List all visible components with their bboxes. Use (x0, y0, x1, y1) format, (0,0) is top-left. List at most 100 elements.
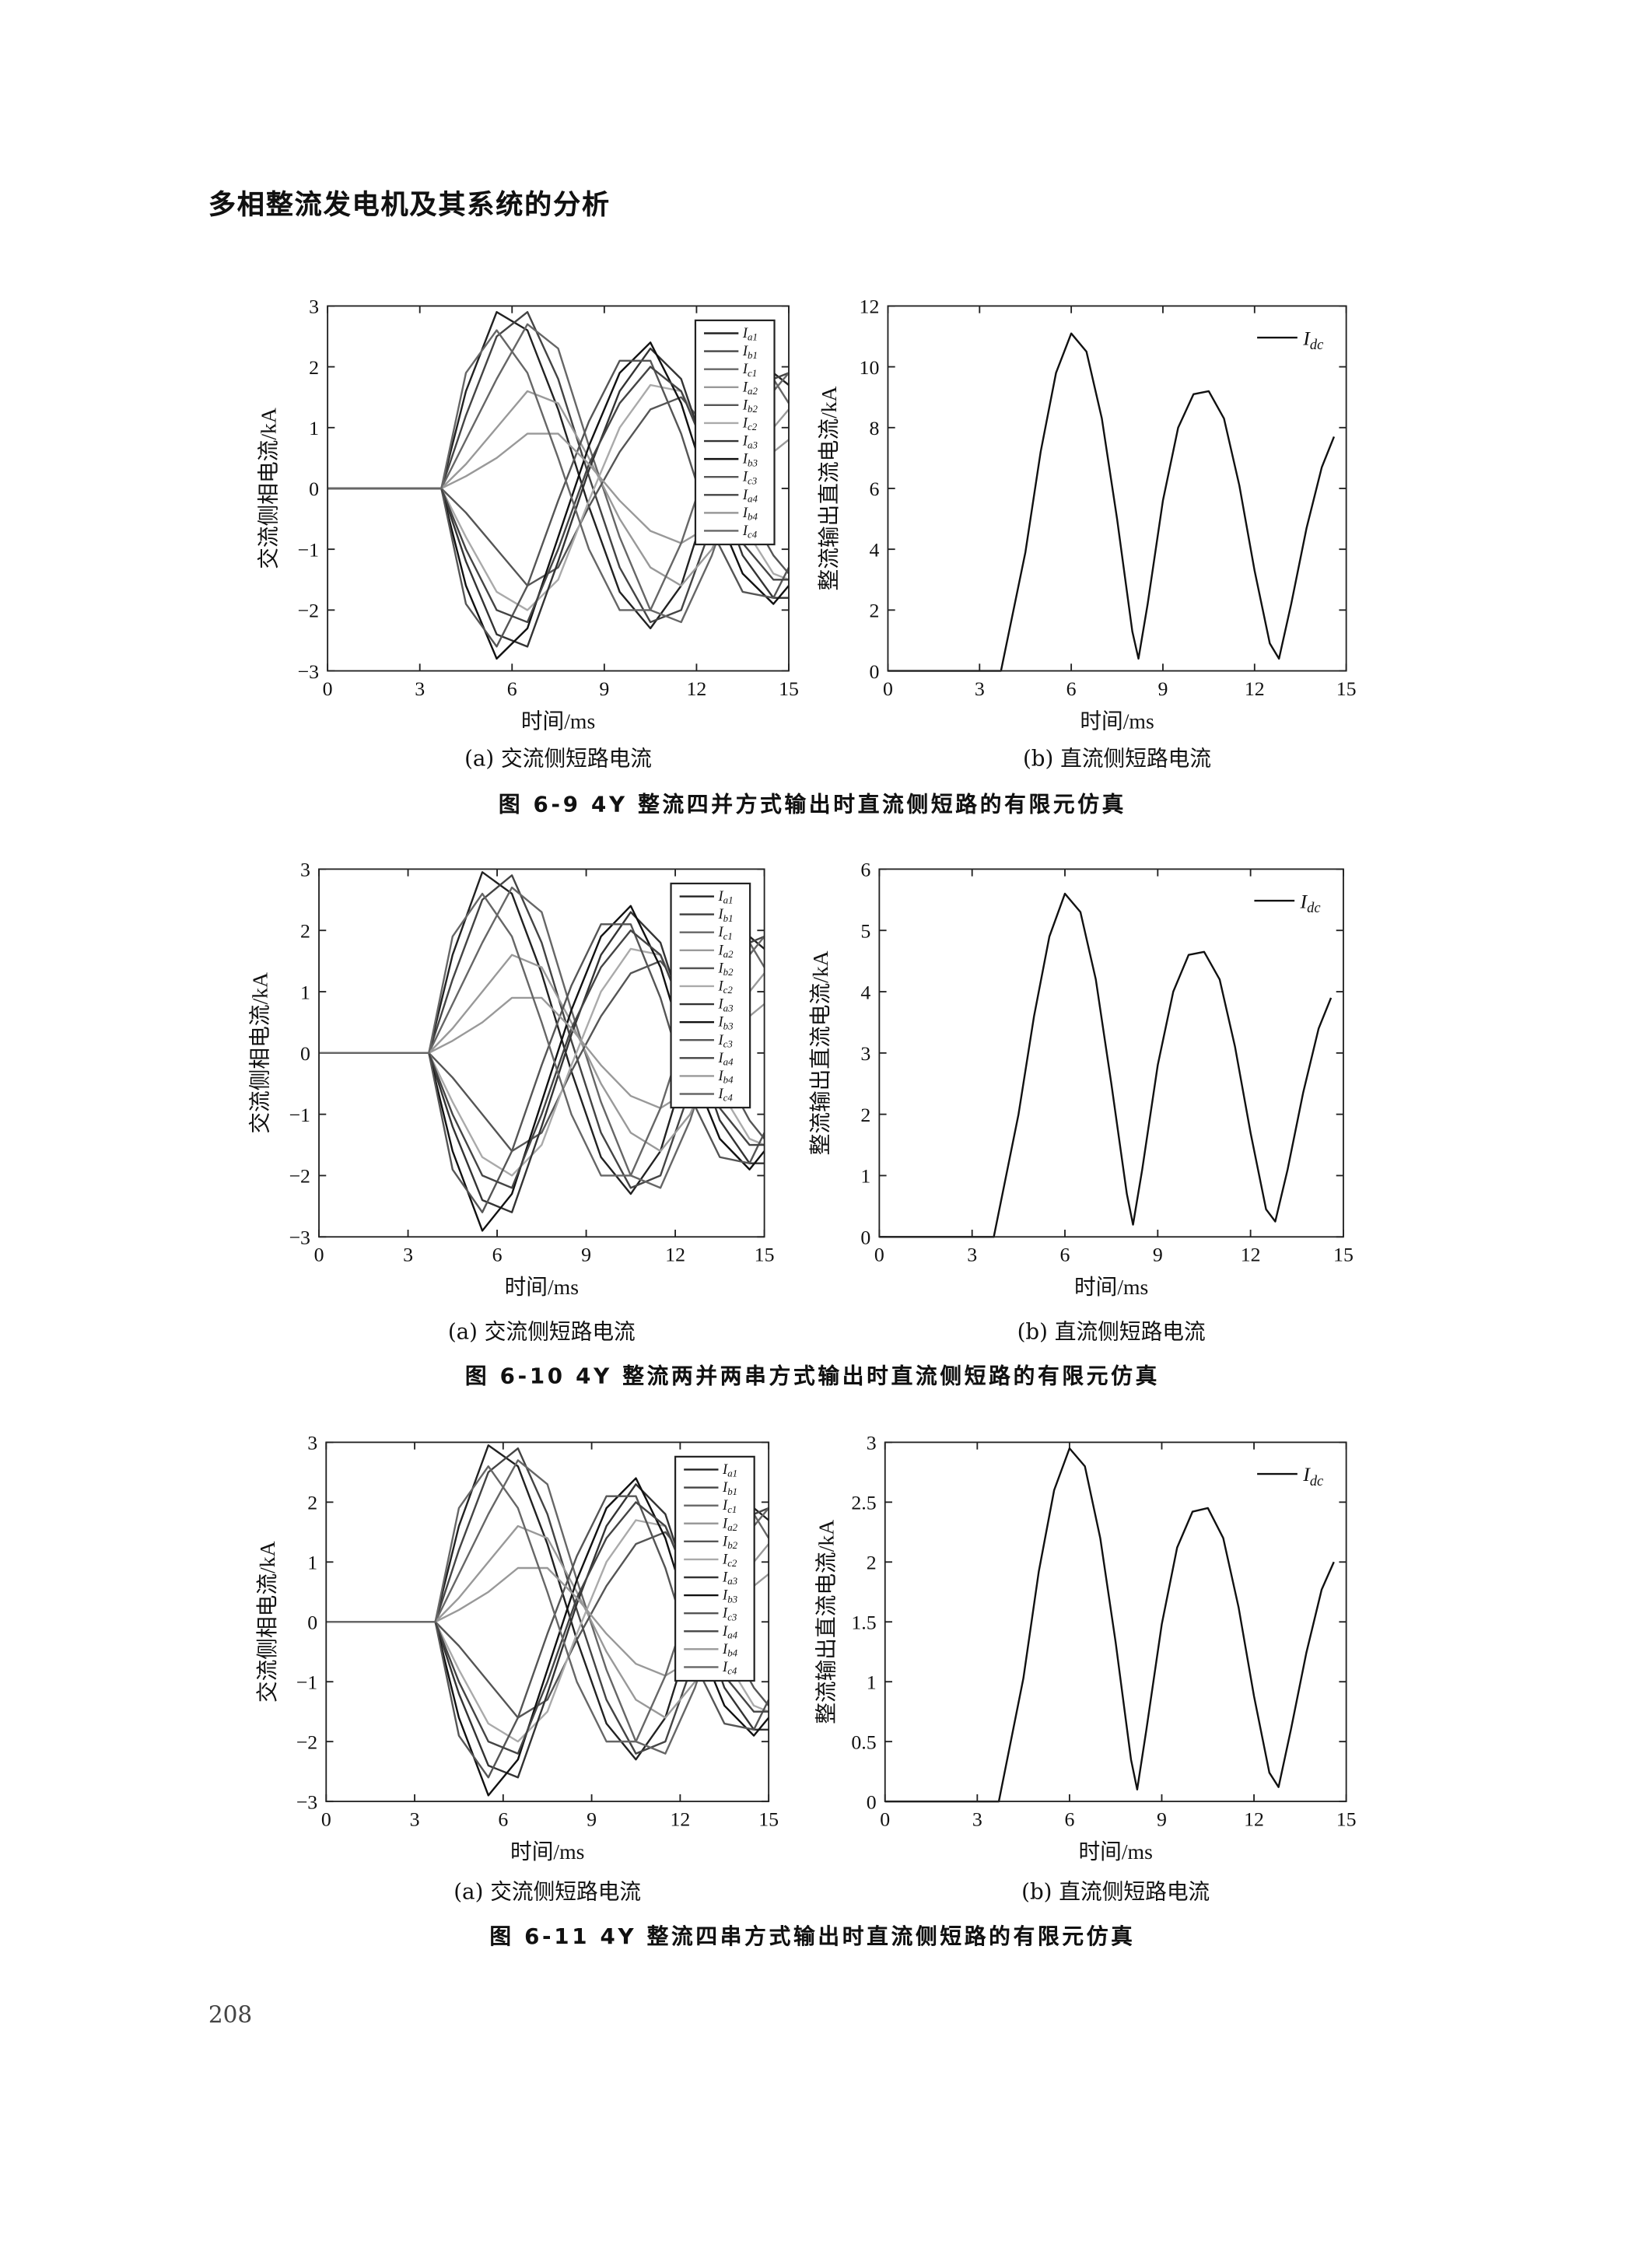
legend-label: Ib4 (717, 1068, 734, 1086)
y-axis-label: 交流侧相电流/kA (257, 408, 281, 569)
chart-ac-current-fig6-11: 0 3 6 9 12 15−3−2−10123时间/ms交流侧相电流/kAIa1Ib1Ic… (255, 1432, 779, 1864)
y-tick-label: 2 (300, 919, 310, 942)
legend-subscript: c2 (748, 421, 758, 432)
y-tick-label: −2 (298, 600, 320, 622)
y-tick-label: −1 (289, 1104, 310, 1126)
y-tick-label: 1 (867, 1671, 877, 1693)
legend-subscript: a3 (723, 1002, 734, 1013)
y-tick-label: −1 (296, 1671, 318, 1693)
legend-subscript: a2 (727, 1521, 737, 1533)
legend-subscript: c1 (748, 367, 757, 379)
y-tick-label: −1 (298, 538, 320, 561)
y-tick-label: 6 (860, 859, 870, 881)
series-line-dc (888, 332, 1336, 672)
caption-a: (a) 交流侧短路电流 (447, 1318, 636, 1345)
y-tick-label: −2 (289, 1165, 310, 1188)
y-tick-label: 0.5 (851, 1731, 876, 1753)
x-axis-label: 时间/ms (510, 1839, 584, 1864)
caption-a: (a) 交流侧短路电流 (464, 745, 652, 772)
y-tick-label: 10 (860, 356, 880, 379)
axes-frame (884, 1441, 1347, 1803)
y-tick-label: 3 (309, 296, 319, 318)
legend-label: Idc (1302, 1463, 1323, 1489)
axes-frame (887, 305, 1347, 672)
x-tick-label: 6 (507, 677, 517, 700)
y-tick-label: 1.5 (851, 1611, 876, 1633)
x-tick-label: 9 (1158, 677, 1168, 700)
legend-subscript: a3 (748, 439, 758, 450)
legend-subscript: a4 (748, 493, 758, 505)
y-axis-label: 整流输出直流电流/kA (814, 1520, 838, 1724)
y-tick-label: 2 (309, 356, 319, 379)
legend-subscript: c3 (723, 1038, 733, 1049)
x-tick-label: 6 (492, 1244, 503, 1266)
axes-frame (325, 1441, 770, 1803)
legend-subscript: a1 (723, 894, 734, 906)
legend-subscript: b2 (748, 403, 758, 415)
caption-b: (b) 直流侧短路电流 (1021, 1878, 1210, 1906)
legend-subscript: c4 (727, 1665, 737, 1677)
series-line-c3 (327, 359, 790, 648)
axes-frame (878, 868, 1344, 1238)
legend-subscript: b1 (727, 1486, 737, 1497)
y-tick-label: 1 (309, 417, 319, 439)
y-tick-label: 0 (860, 1227, 870, 1249)
chart-dc-current-fig6-11: 0 3 6 9 12 15 0 0.5 1 1.5 2 2.5 3 时间/ms 整流输出直流电流/kA Idc (814, 1432, 1356, 1864)
legend-subscript: a2 (748, 385, 758, 397)
y-tick-label: 0 (307, 1611, 317, 1633)
legend-subscript: c3 (748, 474, 757, 486)
x-tick-label: 12 (1241, 1244, 1261, 1266)
legend-subscript: dc (1310, 337, 1323, 352)
x-tick-label: 3 (967, 1244, 977, 1266)
y-tick-label: 12 (860, 296, 880, 318)
legend-subscript: c3 (727, 1611, 737, 1622)
legend-label: Idc (1302, 327, 1323, 352)
y-tick-label: 0 (867, 1790, 877, 1813)
caption-b: (b) 直流侧短路电流 (1022, 745, 1212, 772)
y-tick-label: 5 (860, 919, 870, 942)
x-tick-label: 0 (880, 1808, 890, 1831)
x-tick-label: 3 (410, 1808, 420, 1831)
y-tick-label: 6 (869, 478, 879, 500)
y-tick-label: −3 (289, 1227, 310, 1249)
figure-title: 图 6-10 4Y 整流两并两串方式输出时直流侧短路的有限元仿真 (464, 1363, 1160, 1390)
y-tick-label: −3 (296, 1790, 318, 1813)
legend-subscript: dc (1307, 900, 1320, 915)
series-line-c3 (326, 1495, 770, 1779)
x-tick-label: 15 (1336, 1808, 1357, 1831)
x-tick-label: 3 (403, 1244, 413, 1266)
legend-subscript: a3 (727, 1575, 737, 1587)
running-header: 多相整流发电机及其系统的分析 (208, 189, 611, 222)
y-tick-label: 4 (860, 981, 870, 1003)
legend-subscript: b3 (723, 1020, 734, 1031)
caption-a: (a) 交流侧短路电流 (454, 1878, 642, 1906)
x-tick-label: 3 (972, 1808, 982, 1831)
x-axis-label: 时间/ms (1074, 1275, 1148, 1299)
x-tick-label: 15 (1336, 677, 1357, 700)
x-tick-label: 12 (687, 677, 707, 700)
y-axis-label: 整流输出直流电流/kA (817, 386, 841, 590)
x-tick-label: 0 (321, 1808, 331, 1831)
legend-label: Idc (1300, 890, 1321, 915)
figure-title: 图 6-11 4Y 整流四串方式输出时直流侧短路的有限元仿真 (489, 1923, 1136, 1950)
x-tick-label: 9 (581, 1244, 591, 1266)
x-tick-label: 6 (498, 1808, 508, 1831)
legend-subscript: dc (1310, 1473, 1323, 1489)
x-tick-label: 9 (1153, 1244, 1163, 1266)
x-tick-label: 12 (670, 1808, 690, 1831)
y-tick-label: 2 (307, 1492, 317, 1514)
x-tick-label: 3 (415, 677, 425, 700)
y-axis-label: 交流侧相电流/kA (255, 1541, 279, 1703)
x-axis-label: 时间/ms (1079, 1839, 1153, 1864)
legend-subscript: c4 (748, 529, 758, 541)
x-tick-label: 6 (1064, 1808, 1074, 1831)
x-tick-label: 15 (755, 1244, 775, 1266)
plot-area: 0 3 6 9 12 15 0 0.5 1 1.5 2 2.5 3 时间/ms 整流输出直流电流/kA Idc (814, 1432, 1356, 1864)
x-tick-label: 9 (587, 1808, 597, 1831)
x-tick-label: 6 (1066, 677, 1077, 700)
x-tick-label: 0 (883, 677, 893, 700)
chart-ac-current-fig6-10: 0 3 6 9 12 15−3−2−10123时间/ms交流侧相电流/kAIa1Ib1Ic… (248, 859, 775, 1299)
x-tick-label: 0 (314, 1244, 324, 1266)
